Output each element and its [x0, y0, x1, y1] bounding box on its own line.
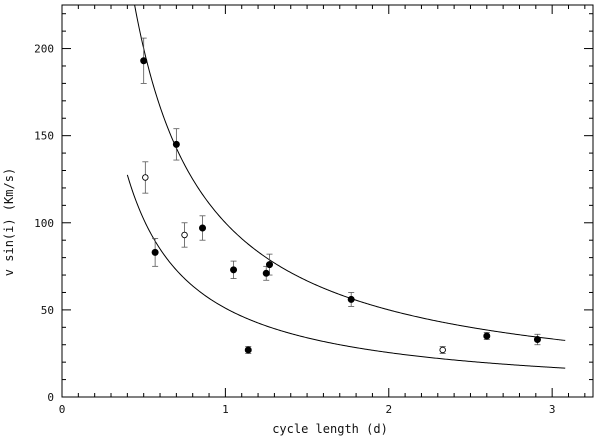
axes [62, 5, 593, 397]
y-tick-label: 100 [34, 217, 54, 230]
y-axis-label: v sin(i) (Km/s) [2, 168, 16, 276]
data-points [140, 58, 540, 354]
filled-data-point [173, 141, 179, 147]
filled-data-point [199, 225, 205, 231]
tick-labels: 0 1 2 3 0 50 100 150 200 [34, 43, 555, 416]
filled-data-point [140, 58, 146, 64]
open-data-point [143, 175, 149, 181]
filled-data-point [266, 261, 272, 267]
fit-curves [127, 0, 565, 368]
x-tick-label: 0 [59, 403, 66, 416]
plot-frame [62, 5, 593, 397]
open-data-point [182, 232, 188, 238]
y-tick-label: 150 [34, 130, 54, 143]
x-tick-label: 2 [385, 403, 392, 416]
filled-data-point [263, 270, 269, 276]
y-tick-label: 50 [41, 304, 54, 317]
filled-data-point [534, 336, 540, 342]
filled-data-point [245, 347, 251, 353]
error-bars [141, 38, 541, 353]
open-data-point [440, 347, 446, 353]
upper-fit-curve [131, 0, 566, 340]
x-axis-label: cycle length (d) [272, 422, 388, 436]
filled-data-point [152, 249, 158, 255]
filled-data-point [230, 267, 236, 273]
y-tick-label: 200 [34, 43, 54, 56]
x-tick-label: 1 [222, 403, 229, 416]
y-tick-label: 0 [47, 391, 54, 404]
lower-fit-curve [127, 175, 565, 368]
filled-data-point [484, 333, 490, 339]
x-tick-label: 3 [549, 403, 556, 416]
filled-data-point [348, 296, 354, 302]
